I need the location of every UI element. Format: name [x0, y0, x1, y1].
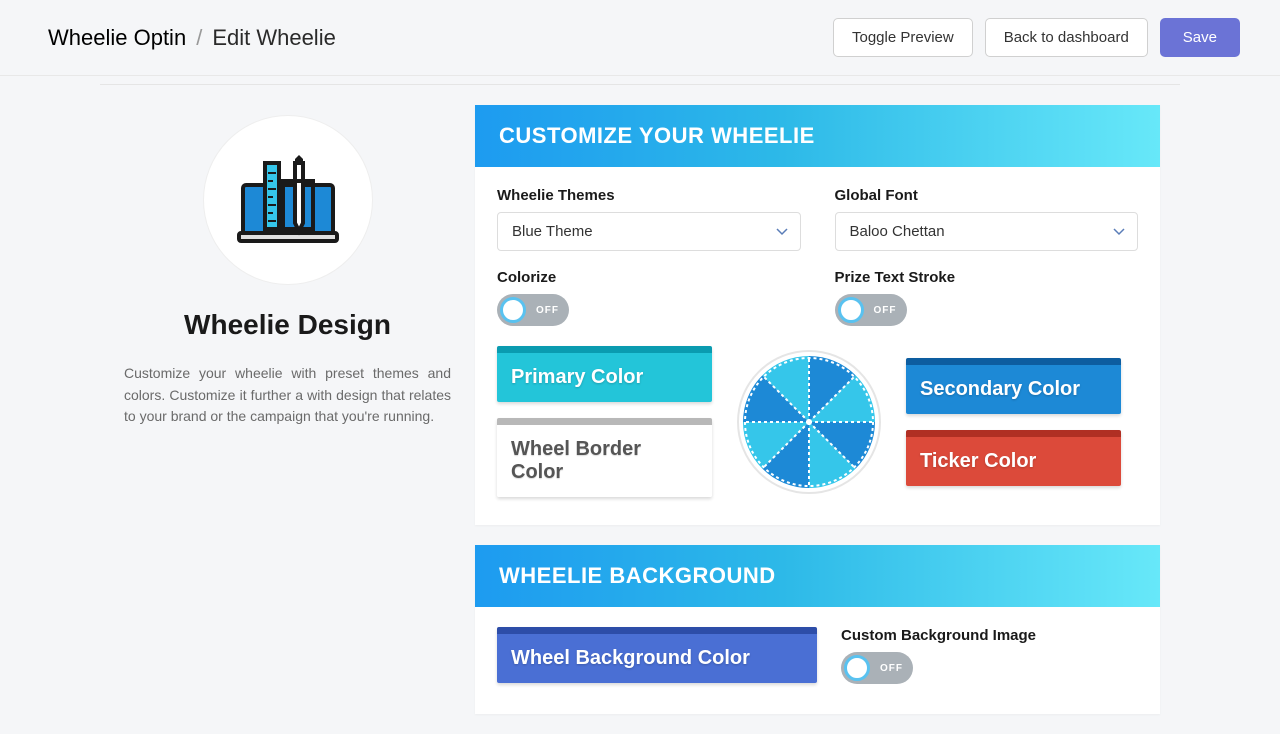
bg-color-label: Wheel Background Color	[497, 634, 817, 683]
custom-bg-label: Custom Background Image	[841, 627, 1036, 644]
main-panels: CUSTOMIZE YOUR WHEELIE Wheelie Themes Bl…	[475, 105, 1160, 734]
themes-value: Blue Theme	[512, 223, 593, 240]
back-to-dashboard-button[interactable]: Back to dashboard	[985, 18, 1148, 57]
themes-select[interactable]: Blue Theme	[497, 212, 801, 251]
toggle-knob	[500, 297, 526, 323]
header-actions: Toggle Preview Back to dashboard Save	[833, 18, 1240, 57]
toggle-knob	[844, 655, 870, 681]
chevron-down-icon	[776, 228, 788, 236]
customize-panel: CUSTOMIZE YOUR WHEELIE Wheelie Themes Bl…	[475, 105, 1160, 525]
design-tools-icon	[233, 155, 343, 245]
ticker-color-button[interactable]: Ticker Color	[906, 430, 1121, 486]
wheel-preview-icon	[736, 349, 882, 495]
prize-stroke-label: Prize Text Stroke	[835, 269, 1139, 286]
secondary-color-label: Secondary Color	[906, 365, 1121, 414]
breadcrumb-current: Edit Wheelie	[212, 25, 336, 51]
custom-bg-toggle[interactable]: OFF	[841, 652, 913, 684]
primary-color-label: Primary Color	[497, 353, 712, 402]
wheel-border-color-button[interactable]: Wheel Border Color	[497, 418, 712, 497]
prize-stroke-toggle[interactable]: OFF	[835, 294, 907, 326]
chevron-down-icon	[1113, 228, 1125, 236]
breadcrumb-root[interactable]: Wheelie Optin	[48, 25, 186, 51]
toggle-preview-button[interactable]: Toggle Preview	[833, 18, 973, 57]
sidebar: Wheelie Design Customize your wheelie wi…	[120, 105, 455, 734]
breadcrumb: Wheelie Optin / Edit Wheelie	[48, 25, 336, 51]
ticker-color-label: Ticker Color	[906, 437, 1121, 486]
toggle-state-label: OFF	[880, 663, 903, 674]
sidebar-description: Customize your wheelie with preset theme…	[120, 363, 455, 428]
breadcrumb-separator: /	[196, 25, 202, 51]
secondary-color-button[interactable]: Secondary Color	[906, 358, 1121, 414]
colorize-label: Colorize	[497, 269, 801, 286]
toggle-state-label: OFF	[874, 305, 897, 316]
sidebar-title: Wheelie Design	[184, 309, 391, 341]
wheel-preview	[736, 349, 882, 495]
font-label: Global Font	[835, 187, 1139, 204]
themes-label: Wheelie Themes	[497, 187, 801, 204]
font-select[interactable]: Baloo Chettan	[835, 212, 1139, 251]
background-panel: WHEELIE BACKGROUND Wheel Background Colo…	[475, 545, 1160, 714]
primary-color-button[interactable]: Primary Color	[497, 346, 712, 402]
toggle-knob	[838, 297, 864, 323]
toggle-state-label: OFF	[536, 305, 559, 316]
content-area: Wheelie Design Customize your wheelie wi…	[0, 85, 1280, 734]
wheel-border-label: Wheel Border Color	[497, 425, 712, 497]
font-value: Baloo Chettan	[850, 223, 945, 240]
design-icon-circle	[203, 115, 373, 285]
save-button[interactable]: Save	[1160, 18, 1240, 57]
page-header: Wheelie Optin / Edit Wheelie Toggle Prev…	[0, 0, 1280, 76]
wheel-background-color-button[interactable]: Wheel Background Color	[497, 627, 817, 683]
customize-panel-title: CUSTOMIZE YOUR WHEELIE	[475, 105, 1160, 167]
colorize-toggle[interactable]: OFF	[497, 294, 569, 326]
background-panel-title: WHEELIE BACKGROUND	[475, 545, 1160, 607]
